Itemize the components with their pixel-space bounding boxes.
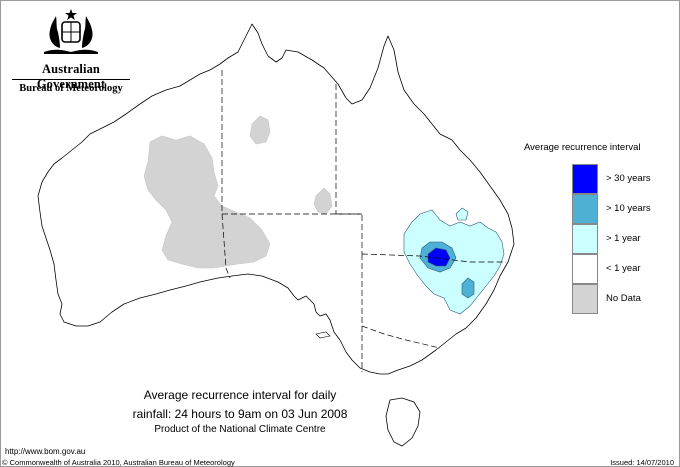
border-wa <box>221 70 231 279</box>
map-caption: Average recurrence interval for daily ra… <box>100 386 380 437</box>
copyright-notice: © Commonwealth of Australia 2010, Austra… <box>2 458 235 467</box>
website-url: http://www.bom.gov.au <box>5 447 86 456</box>
legend-label: No Data <box>606 293 641 304</box>
legend-item-no-data: No Data <box>572 284 680 314</box>
legend-title: Average recurrence interval <box>524 142 641 153</box>
legend-label: > 1 year <box>606 233 641 244</box>
logo-divider <box>12 79 130 80</box>
issued-date: Issued: 14/07/2010 <box>610 458 674 467</box>
coat-of-arms-icon <box>44 9 98 54</box>
area-over-30-years <box>427 247 451 267</box>
recurrence-areas <box>403 207 505 315</box>
legend-item-over-1-year: > 1 year <box>572 224 680 254</box>
bureau-title: Bureau of Meteorology <box>19 83 123 94</box>
government-title: Australian Government <box>36 62 106 91</box>
legend-swatch <box>572 284 598 314</box>
legend-label: < 1 year <box>606 263 641 274</box>
kangaroo-island-outline <box>315 331 331 339</box>
area-over-1-year-coast <box>455 207 469 221</box>
no-data-patch-east <box>313 187 333 215</box>
legend-swatch <box>572 194 598 224</box>
legend-item-over-10-years: > 10 years <box>572 194 680 224</box>
area-over-1-year <box>403 209 505 315</box>
no-data-patch-north <box>249 115 271 145</box>
caption-line-2: rainfall: 24 hours to 9am on 03 Jun 2008 <box>132 407 348 421</box>
legend-label: > 10 years <box>606 203 651 214</box>
legend-swatch <box>572 224 598 254</box>
australia-coastline <box>37 23 515 375</box>
no-data-central-west <box>143 135 271 269</box>
legend-swatch <box>572 254 598 284</box>
border-qld-nsw <box>361 253 506 263</box>
state-borders <box>221 70 506 372</box>
government-logo: Australian Government Bureau of Meteorol… <box>8 8 134 94</box>
legend-swatch <box>572 164 598 194</box>
legend-item-under-1-year: < 1 year <box>572 254 680 284</box>
caption-line-1: Average recurrence interval for daily <box>143 388 337 402</box>
legend-item-over-30-years: > 30 years <box>572 164 680 194</box>
area-over-10-years-south <box>461 277 475 299</box>
legend: Average recurrence interval > 30 years >… <box>520 142 670 322</box>
tasmania-outline <box>385 397 421 447</box>
border-nsw-vic <box>361 325 441 349</box>
no-data-areas <box>143 115 333 269</box>
caption-line-3: Product of the National Climate Centre <box>154 424 326 435</box>
legend-label: > 30 years <box>606 173 651 184</box>
